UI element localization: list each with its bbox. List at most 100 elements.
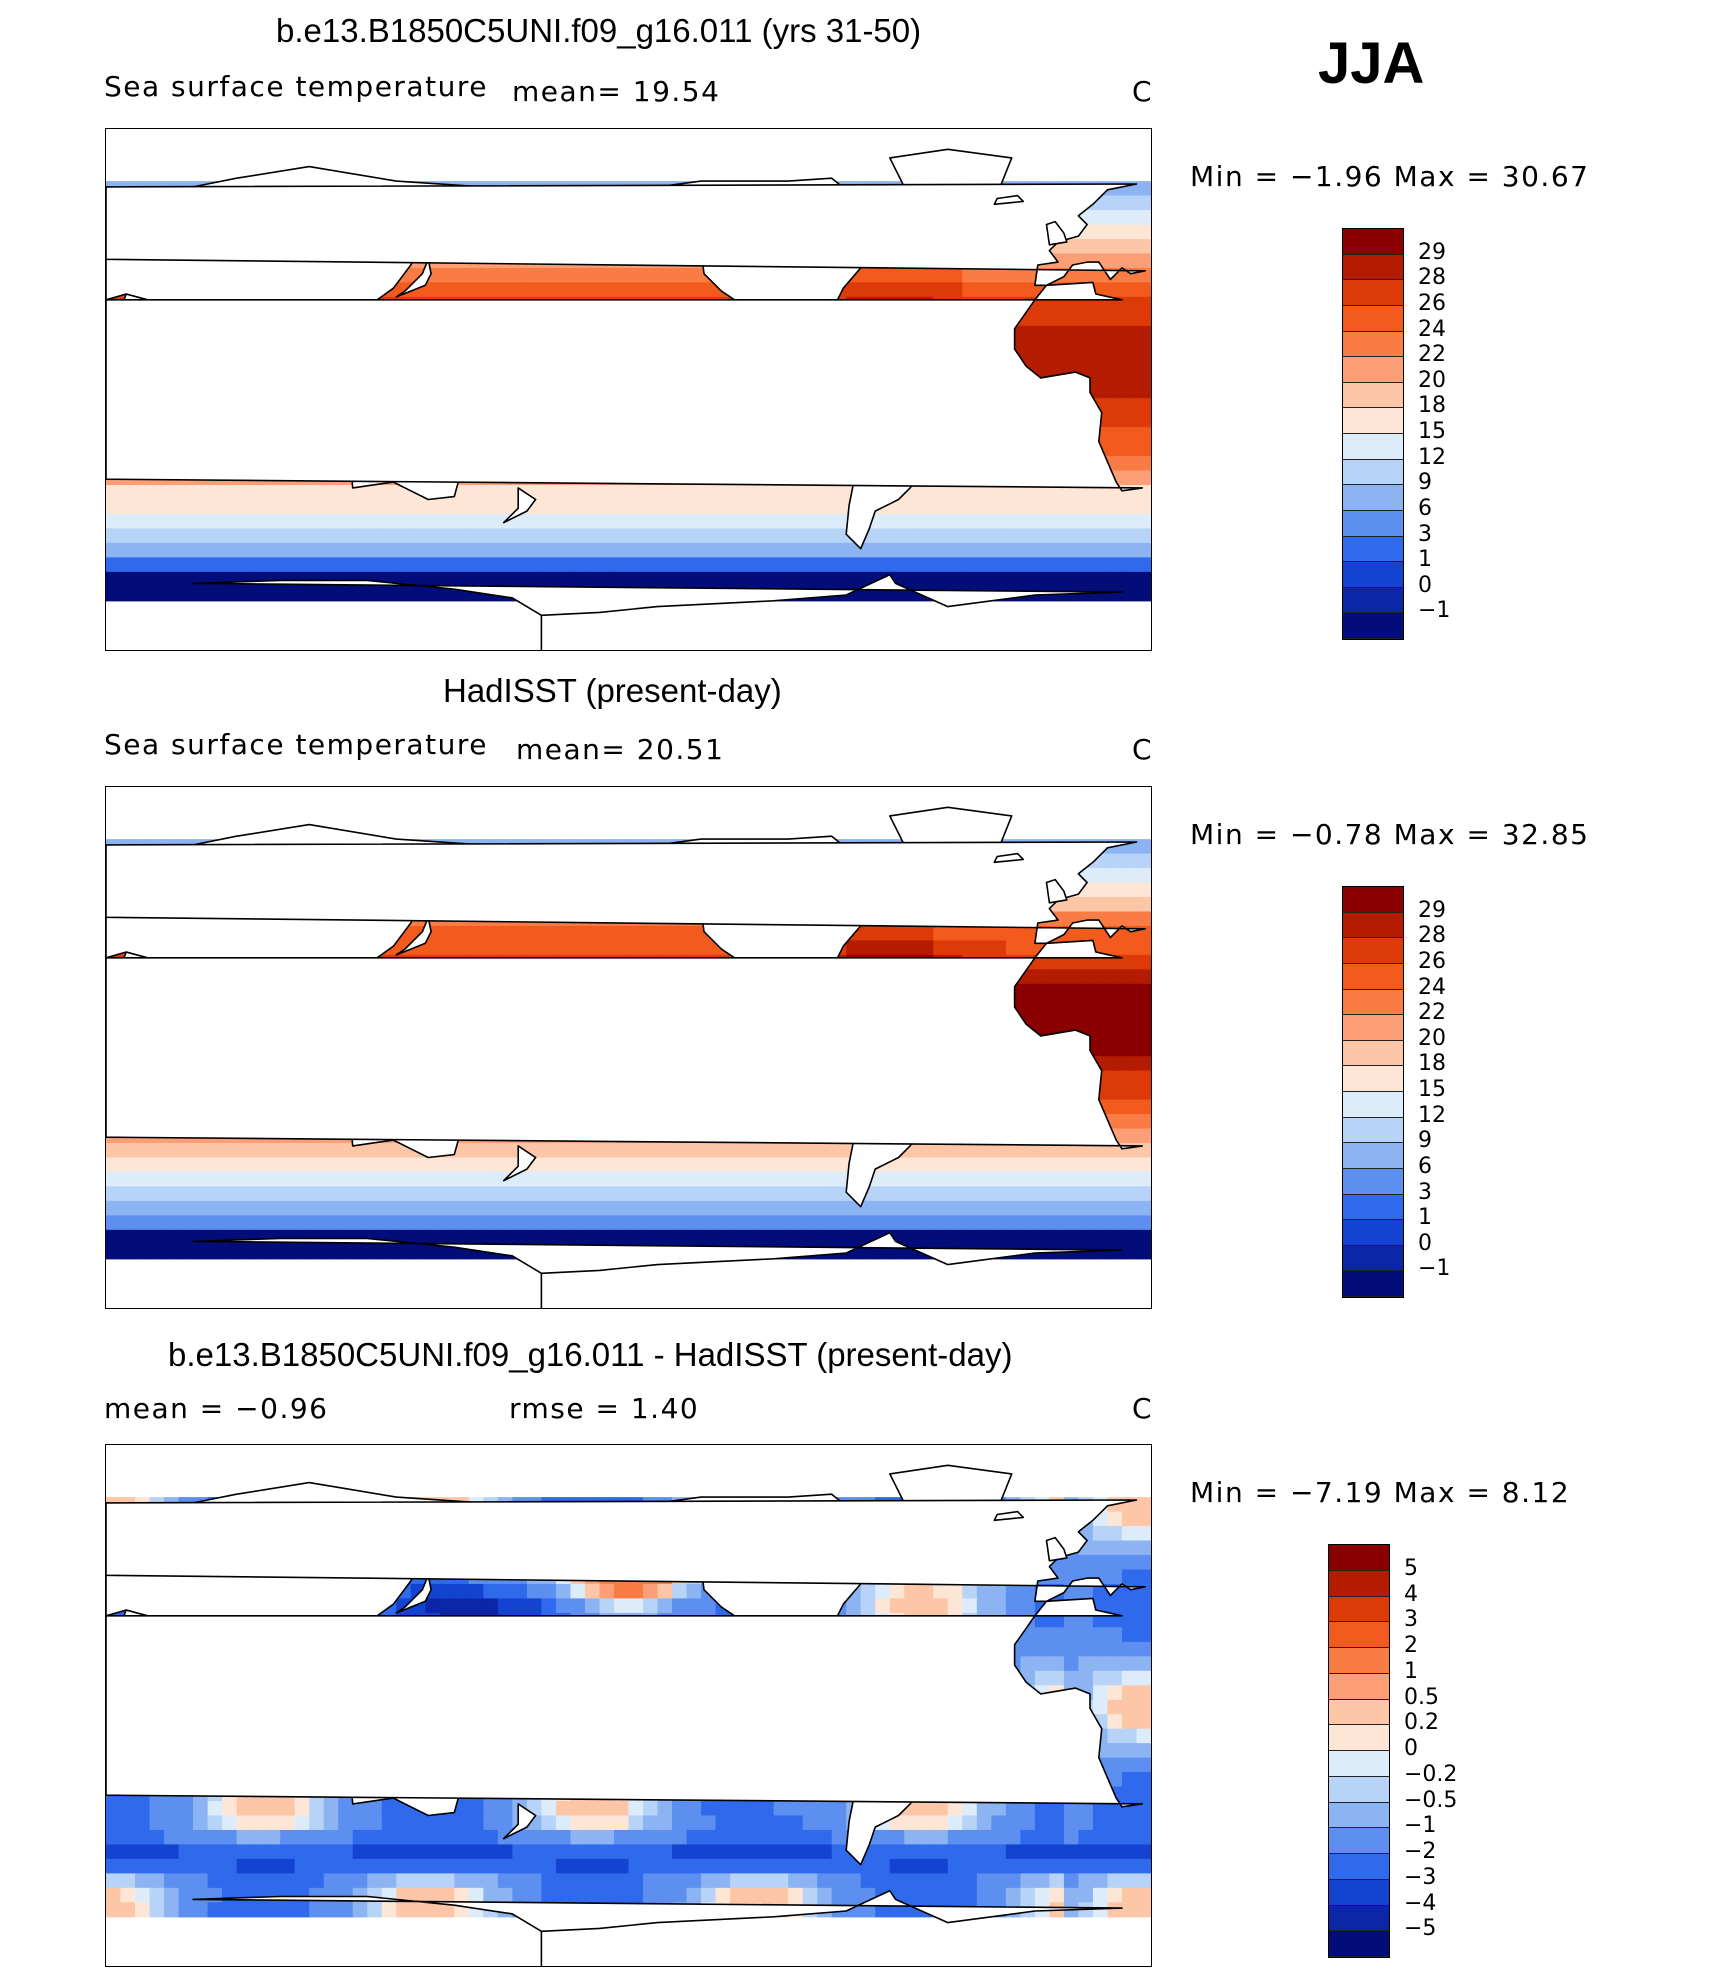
field-cell xyxy=(294,1143,310,1159)
field-cell xyxy=(135,557,151,573)
field-cell xyxy=(410,571,426,587)
field-cell xyxy=(744,1200,760,1216)
field-cell xyxy=(1107,253,1123,269)
field-cell xyxy=(454,1171,470,1188)
field-cell xyxy=(367,1200,383,1216)
field-cell xyxy=(1005,940,1021,956)
field-cell xyxy=(773,499,789,515)
field-cell xyxy=(759,1171,775,1188)
field-cell xyxy=(628,1215,644,1231)
field-cell xyxy=(1063,1229,1080,1245)
field-cell xyxy=(526,1186,543,1202)
field-cell xyxy=(541,542,557,558)
field-cell xyxy=(1107,441,1123,457)
field-cell xyxy=(193,528,209,544)
field-cell xyxy=(352,1200,368,1216)
field-cell xyxy=(526,1171,543,1188)
field-cell xyxy=(164,557,180,573)
field-cell xyxy=(512,1186,528,1202)
field-cell xyxy=(106,586,122,602)
field-cell xyxy=(323,1157,339,1173)
field-cell xyxy=(599,1186,615,1202)
field-cell xyxy=(657,1583,673,1600)
field-cell xyxy=(512,542,528,558)
field-cell xyxy=(1136,1012,1151,1028)
field-cell xyxy=(788,499,804,515)
field-cell xyxy=(1107,1157,1123,1173)
field-cell xyxy=(294,485,310,501)
field-cell xyxy=(962,940,978,956)
field-cell xyxy=(164,542,180,558)
field-cell xyxy=(657,542,673,558)
field-cell xyxy=(1049,1171,1065,1188)
field-cell xyxy=(468,1143,484,1159)
field-cell xyxy=(715,1200,731,1216)
field-cell xyxy=(265,1200,281,1216)
field-cell xyxy=(454,1598,470,1614)
field-cell xyxy=(947,513,963,530)
colorbar-tick-label: 28 xyxy=(1418,265,1446,291)
field-cell xyxy=(483,571,499,587)
field-cell xyxy=(193,586,209,602)
field-cell xyxy=(1049,557,1065,573)
field-cell xyxy=(468,1186,484,1202)
field-cell xyxy=(541,267,557,284)
field-cell xyxy=(164,528,180,544)
field-cell xyxy=(1136,325,1151,341)
field-cell xyxy=(338,557,354,573)
field-cell xyxy=(106,1171,122,1188)
field-cell xyxy=(1121,911,1138,927)
field-cell xyxy=(831,1229,847,1245)
field-cell xyxy=(962,485,978,501)
field-cell xyxy=(715,542,731,558)
field-cell xyxy=(106,542,122,558)
field-cell xyxy=(672,499,688,515)
field-cell xyxy=(1107,398,1123,414)
field-cell xyxy=(889,542,905,558)
field-cell xyxy=(846,1229,862,1245)
colorbar-cell xyxy=(1343,887,1403,913)
field-cell xyxy=(1136,839,1151,855)
field-cell xyxy=(643,1143,659,1159)
field-cell xyxy=(468,528,484,544)
field-cell xyxy=(1121,969,1138,985)
field-cell xyxy=(875,267,891,284)
field-cell xyxy=(1107,1041,1123,1057)
field-cell xyxy=(1107,911,1123,927)
field-cell xyxy=(904,925,920,942)
field-cell xyxy=(425,528,441,544)
field-cell xyxy=(773,542,789,558)
field-cell xyxy=(1121,586,1138,602)
colorbar-tick-label: 0 xyxy=(1418,572,1432,598)
field-cell xyxy=(1092,340,1109,356)
field-cell xyxy=(1078,513,1094,530)
field-cell xyxy=(1034,998,1051,1014)
field-cell xyxy=(686,1583,702,1600)
field-cell xyxy=(1063,571,1080,587)
field-cell xyxy=(947,282,963,298)
field-cell xyxy=(584,542,601,558)
field-cell xyxy=(439,1157,455,1173)
field-cell xyxy=(1092,1244,1109,1260)
field-cell xyxy=(628,1598,644,1614)
panel2-minmax: Min = −0.78 Max = 32.85 xyxy=(1190,818,1590,851)
field-cell xyxy=(468,1157,484,1173)
field-cell xyxy=(570,1171,586,1188)
field-cell xyxy=(1049,311,1065,327)
colorbar-tick-label: 1 xyxy=(1418,1205,1432,1231)
field-cell xyxy=(1092,1143,1109,1159)
field-cell xyxy=(1092,586,1109,602)
field-cell xyxy=(1136,1200,1151,1216)
field-cell xyxy=(323,528,339,544)
field-cell xyxy=(1136,868,1151,884)
field-cell xyxy=(396,1244,412,1260)
field-cell xyxy=(454,571,470,587)
field-cell xyxy=(1136,195,1151,211)
field-cell xyxy=(338,1143,354,1159)
field-cell xyxy=(381,1171,397,1188)
colorbar-tick-label: 22 xyxy=(1418,1000,1446,1026)
field-cell xyxy=(730,557,746,573)
field-cell xyxy=(1005,925,1021,942)
field-cell xyxy=(1092,311,1109,327)
field-cell xyxy=(1005,1157,1021,1173)
